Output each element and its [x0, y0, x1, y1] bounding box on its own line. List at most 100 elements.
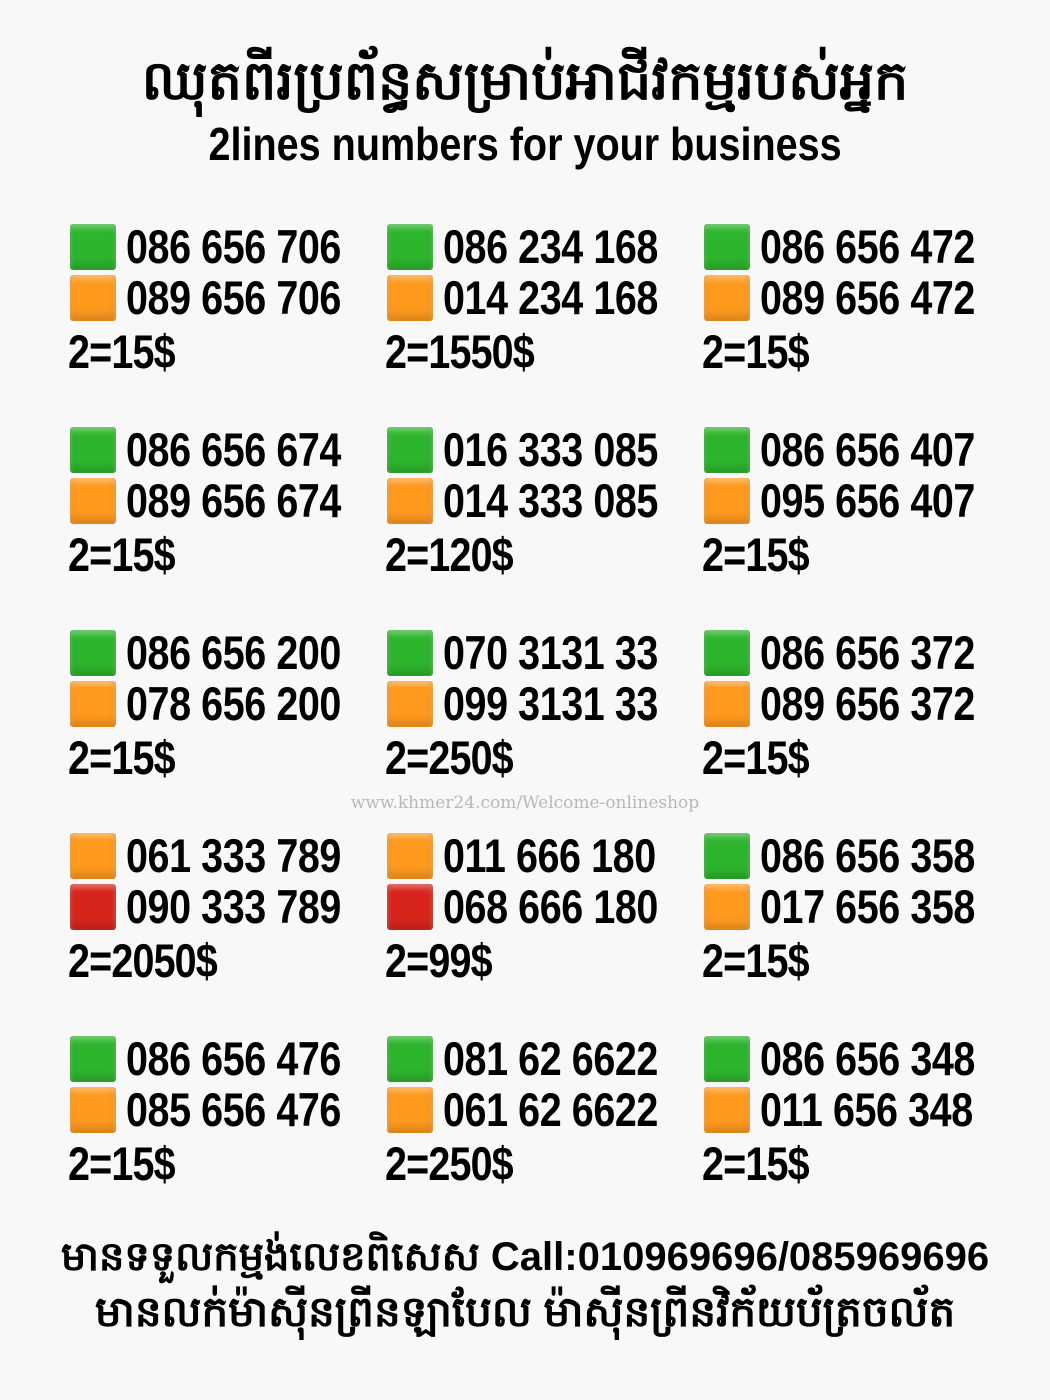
orange-square-icon [70, 478, 116, 524]
number-pair: 086 656 476 085 656 476 2=15$ [68, 1034, 370, 1204]
phone-line: 014 234 168 [387, 273, 699, 323]
number-pair: 086 656 674 089 656 674 2=15$ [68, 425, 370, 595]
number-pair: 086 656 200 078 656 200 2=15$ [68, 628, 370, 798]
phone-line: 081 62 6622 [387, 1034, 699, 1084]
phone-number: 061 333 789 [126, 829, 341, 882]
pair-price: 2=15$ [702, 325, 810, 378]
orange-square-icon [70, 681, 116, 727]
green-square-icon [70, 630, 116, 676]
phone-line: 089 656 472 [704, 273, 1016, 323]
pair-price: 2=15$ [68, 1137, 176, 1190]
green-square-icon [387, 427, 433, 473]
phone-line: 086 656 372 [704, 628, 1016, 678]
number-pair: 086 656 407 095 656 407 2=15$ [702, 423, 1004, 595]
number-pair: 086 656 372 089 656 372 2=15$ [702, 628, 1004, 798]
phone-number: 086 656 348 [760, 1032, 975, 1085]
phone-line: 014 333 085 [387, 476, 699, 526]
green-square-icon [70, 427, 116, 473]
number-pair: 086 234 168 014 234 168 2=1550$ [385, 222, 687, 392]
green-square-icon [704, 833, 750, 879]
phone-number: 016 333 085 [443, 423, 658, 476]
green-square-icon [387, 630, 433, 676]
phone-line: 086 656 358 [704, 831, 1016, 881]
phone-line: 089 656 372 [704, 679, 1016, 729]
green-square-icon [704, 630, 750, 676]
number-pair: 086 656 472 089 656 472 2=15$ [702, 220, 1004, 392]
phone-number: 070 3131 33 [443, 626, 658, 679]
footer-services: មានលក់ម៉ាស៊ីនព្រីនឡាបែល ម៉ាស៊ីនព្រីនវិក័… [94, 1288, 956, 1335]
green-square-icon [70, 1036, 116, 1082]
phone-line: 086 656 706 [70, 222, 382, 272]
phone-number: 014 333 085 [443, 474, 658, 527]
footer-contact: មានទទួលកម្មង់លេខពិសេស Call:010969696/085… [60, 1235, 990, 1279]
number-pair: 016 333 085 014 333 085 2=120$ [385, 425, 687, 595]
number-pair: 061 333 789 090 333 789 2=2050$ [68, 831, 370, 1001]
phone-line: 086 656 348 [704, 1034, 1016, 1084]
phone-number: 086 656 407 [760, 423, 975, 476]
pair-price: 2=15$ [702, 1137, 810, 1190]
phone-line: 086 656 476 [70, 1034, 382, 1084]
phone-number: 089 656 372 [760, 677, 975, 730]
pair-price: 2=250$ [385, 731, 514, 784]
green-square-icon [704, 427, 750, 473]
orange-square-icon [704, 884, 750, 930]
number-pair: 086 656 358 017 656 358 2=15$ [702, 831, 1004, 1001]
orange-square-icon [704, 275, 750, 321]
pair-price: 2=1550$ [385, 325, 535, 378]
pair-price: 2=15$ [702, 934, 810, 987]
pair-price: 2=250$ [385, 1137, 514, 1190]
phone-line: 078 656 200 [70, 679, 382, 729]
pair-price: 2=15$ [702, 528, 810, 581]
phone-line: 090 333 789 [70, 882, 382, 932]
red-square-icon [387, 884, 433, 930]
phone-number: 099 3131 33 [443, 677, 658, 730]
pair-price: 2=99$ [385, 934, 493, 987]
watermark: www.khmer24.com/Welcome-onlineshop [350, 793, 700, 813]
pair-price: 2=15$ [68, 731, 176, 784]
phone-line: 086 656 200 [70, 628, 382, 678]
orange-square-icon [70, 833, 116, 879]
orange-square-icon [704, 478, 750, 524]
orange-square-icon [70, 1087, 116, 1133]
phone-number: 014 234 168 [443, 271, 658, 324]
red-square-icon [70, 884, 116, 930]
phone-number: 089 656 706 [126, 271, 341, 324]
pair-price: 2=15$ [68, 528, 176, 581]
phone-line: 061 62 6622 [387, 1085, 699, 1135]
phone-number: 011 656 348 [760, 1083, 973, 1136]
phone-line: 095 656 407 [704, 476, 1016, 526]
phone-line: 011 656 348 [704, 1085, 1013, 1135]
green-square-icon [387, 1036, 433, 1082]
number-pair: 086 656 706 089 656 706 2=15$ [68, 222, 370, 392]
phone-number: 086 656 706 [126, 220, 341, 273]
phone-number: 086 656 372 [760, 626, 975, 679]
pair-price: 2=120$ [385, 528, 514, 581]
phone-line: 099 3131 33 [387, 679, 699, 729]
orange-square-icon [387, 478, 433, 524]
phone-number: 068 666 180 [443, 880, 658, 933]
orange-square-icon [70, 275, 116, 321]
phone-number: 086 656 476 [126, 1032, 341, 1085]
green-square-icon [704, 224, 750, 270]
phone-line: 068 666 180 [387, 882, 699, 932]
orange-square-icon [704, 1087, 750, 1133]
phone-line: 070 3131 33 [387, 628, 699, 678]
orange-square-icon [387, 833, 433, 879]
phone-line: 016 333 085 [387, 425, 699, 475]
phone-number: 086 656 200 [126, 626, 341, 679]
orange-square-icon [704, 681, 750, 727]
phone-number: 085 656 476 [126, 1083, 341, 1136]
phone-number: 089 656 472 [760, 271, 975, 324]
phone-number: 089 656 674 [126, 474, 341, 527]
phone-line: 089 656 674 [70, 476, 382, 526]
phone-number: 086 656 674 [126, 423, 341, 476]
phone-number: 061 62 6622 [443, 1083, 658, 1136]
phone-number: 086 656 472 [760, 220, 975, 273]
phone-line: 061 333 789 [70, 831, 382, 881]
phone-number: 086 656 358 [760, 829, 975, 882]
phone-number: 081 62 6622 [443, 1032, 658, 1085]
phone-line: 086 656 674 [70, 425, 382, 475]
pair-price: 2=15$ [68, 325, 176, 378]
green-square-icon [70, 224, 116, 270]
pair-price: 2=2050$ [68, 934, 218, 987]
